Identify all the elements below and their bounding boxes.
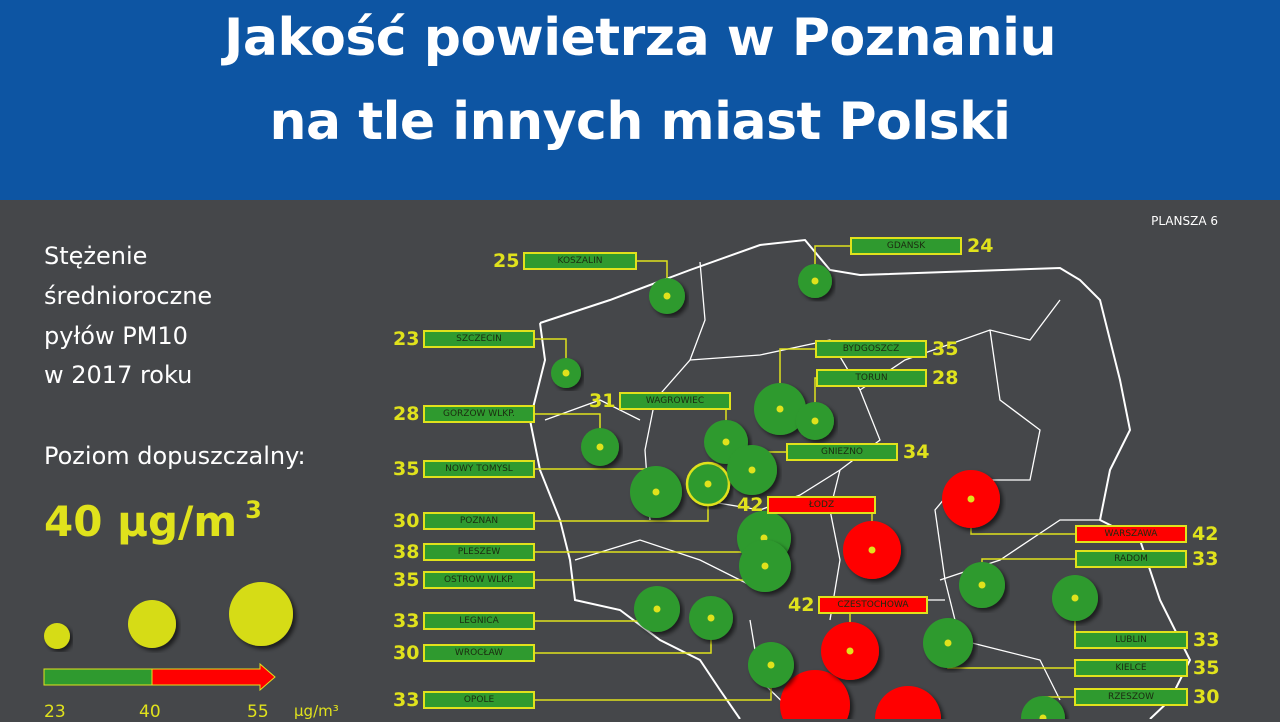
city-dot: [868, 546, 876, 554]
city-label: POZNAN: [423, 512, 535, 530]
legend-mid: 40: [139, 702, 161, 722]
limit-number: 40 µg/m: [44, 497, 238, 546]
city-dot: [1039, 714, 1047, 719]
city-label: RADOM: [1075, 550, 1187, 568]
city-label: WARSZAWA: [1075, 525, 1187, 543]
city-value: 24: [967, 235, 994, 257]
city-dot: [944, 639, 952, 647]
city-label: OSTROW WLKP.: [423, 571, 535, 589]
limit-label: Poziom dopuszczalny:: [44, 442, 306, 470]
city-label: WROCŁAW: [423, 644, 535, 662]
city-dot: [562, 369, 570, 377]
description-line: średnioroczne: [44, 282, 213, 310]
city-dot: [846, 647, 854, 655]
city-value: 35: [393, 569, 420, 591]
leader-line: [535, 538, 765, 553]
city-dot: [748, 466, 756, 474]
city-label: CZESTOCHOWA: [818, 596, 928, 614]
plate-number: PLANSZA 6: [1151, 214, 1218, 228]
city-dot: [704, 480, 712, 488]
city-label: NOWY TOMYSL: [423, 460, 535, 478]
city-value: 33: [393, 689, 420, 711]
description-line: pyłów PM10: [44, 322, 188, 350]
city-label: KIELCE: [1074, 659, 1188, 677]
city-label: KOSZALIN: [523, 252, 637, 270]
city-value: 34: [903, 441, 930, 463]
city-label: SZCZECIN: [423, 330, 535, 348]
city-dot: [652, 488, 660, 496]
legend-bar-red-arrow: [151, 662, 276, 692]
city-dot: [978, 581, 986, 589]
city-dot: [663, 292, 671, 300]
city-dot: [653, 605, 661, 613]
title-line-1: Jakość powietrza w Poznaniu: [224, 8, 1056, 68]
city-label: LEGNICA: [423, 612, 535, 630]
leader-line: [535, 566, 766, 581]
header-banner: Jakość powietrza w Poznaniu na tle innyc…: [0, 0, 1280, 200]
city-label: TORUN: [816, 369, 927, 387]
city-value: 42: [788, 594, 815, 616]
city-dot: [707, 614, 715, 622]
city-value: 33: [393, 610, 420, 632]
city-label: BYDGOSZCZ: [815, 340, 927, 358]
city-dot: [811, 417, 819, 425]
legend-circle-medium: [128, 600, 176, 648]
city-dot: [596, 443, 604, 451]
limit-exponent: 3: [245, 496, 262, 524]
city-dot: [760, 534, 768, 542]
city-value: 28: [932, 367, 959, 389]
city-label: RZESZOW: [1074, 688, 1188, 706]
legend-circle-small: [44, 623, 70, 649]
legend-high: 55: [247, 702, 269, 722]
legend-bar-green: [43, 668, 153, 686]
city-dot: [767, 661, 775, 669]
legend-unit: µg/m³: [294, 702, 339, 720]
city-dot: [811, 277, 819, 285]
city-dot: [967, 495, 975, 503]
city-circle: [1021, 696, 1065, 719]
city-label: OPOLE: [423, 691, 535, 709]
city-label: PLESZEW: [423, 543, 535, 561]
leader-line: [535, 665, 772, 701]
city-value: 30: [1193, 686, 1220, 708]
city-value: 30: [393, 510, 420, 532]
legend-circle-large: [229, 582, 293, 646]
city-dot: [1071, 594, 1079, 602]
city-value: 30: [393, 642, 420, 664]
city-value: 42: [737, 494, 764, 516]
city-value: 33: [1193, 629, 1220, 651]
city-label: ŁODZ: [767, 496, 876, 514]
leader-line: [535, 618, 712, 654]
city-value: 28: [393, 403, 420, 425]
city-value: 42: [1192, 523, 1219, 545]
city-label: LUBLIN: [1074, 631, 1188, 649]
title-line-2: na tle innych miast Polski: [269, 92, 1012, 152]
description-line: Stężenie: [44, 242, 148, 270]
city-value: 31: [589, 390, 616, 412]
description-line: w 2017 roku: [44, 361, 193, 389]
city-value: 38: [393, 541, 420, 563]
city-circle-unlabeled: [780, 670, 850, 719]
city-dot: [722, 438, 730, 446]
leader-line: [535, 484, 709, 522]
limit-value: 40 µg/m 3: [44, 496, 262, 546]
city-value: 35: [393, 458, 420, 480]
city-label: GNIEZNO: [786, 443, 898, 461]
city-circle-unlabeled: [875, 686, 941, 719]
city-value: 33: [1192, 548, 1219, 570]
city-value: 25: [493, 250, 520, 272]
city-label: GDANSK: [850, 237, 962, 255]
city-label: WAGROWIEC: [619, 392, 731, 410]
city-value: 35: [1193, 657, 1220, 679]
legend-low: 23: [44, 702, 66, 722]
city-value: 23: [393, 328, 420, 350]
city-dot: [776, 405, 784, 413]
city-label: GORZOW WLKP.: [423, 405, 535, 423]
city-value: 35: [932, 338, 959, 360]
city-dot: [761, 562, 769, 570]
